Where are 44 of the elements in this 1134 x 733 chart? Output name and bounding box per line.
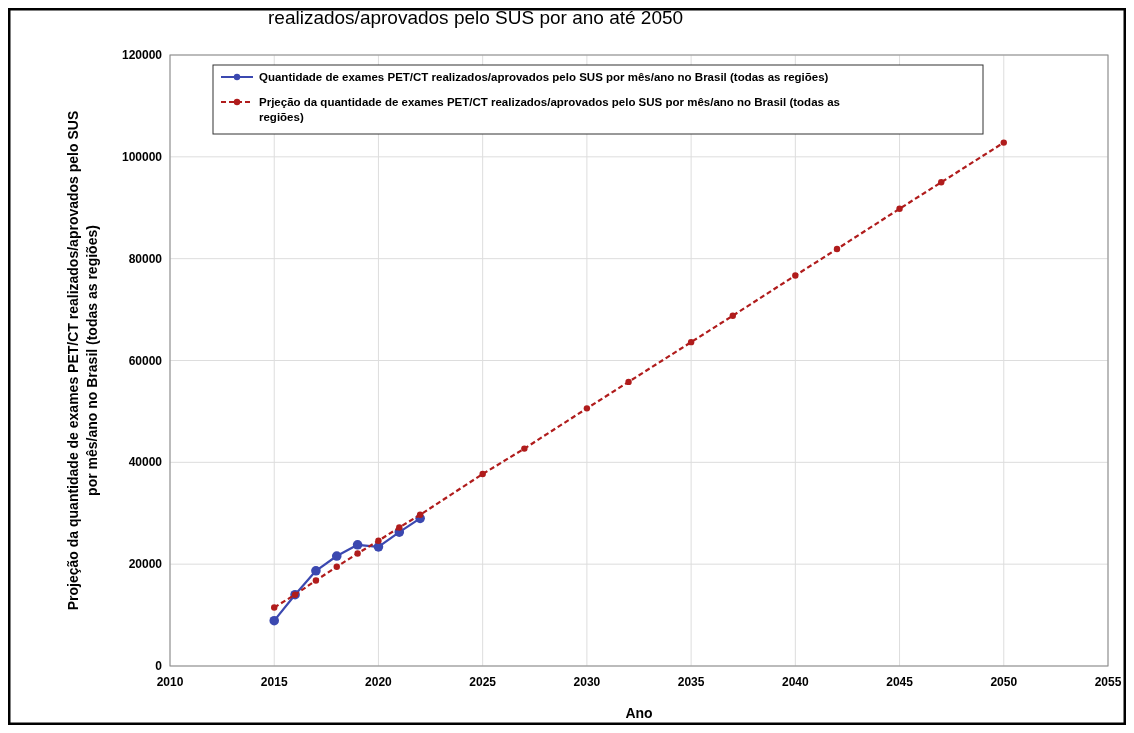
point: [352, 540, 363, 550]
x-tick-label: 2020: [365, 675, 393, 689]
x-tick-label: 2040: [781, 675, 809, 689]
point: [396, 524, 403, 531]
point: [833, 245, 841, 253]
point: [375, 537, 382, 544]
point: [333, 563, 340, 570]
point: [1000, 139, 1007, 146]
y-tick-label: 0: [155, 659, 163, 673]
point: [729, 312, 736, 319]
point: [938, 179, 945, 186]
y-tick-label: 60000: [128, 353, 163, 368]
point: [896, 205, 903, 212]
y-tick-label: 120000: [121, 48, 163, 62]
x-tick-label: 2030: [573, 675, 601, 689]
y-tick-label: 40000: [128, 455, 163, 470]
point: [583, 405, 591, 412]
legend-label: Prjeção da quantidade de exames PET/CT realizados/aprovados pelo SUS por mês/ano no Brasil (todas as regiões): [259, 96, 840, 123]
x-tick-label: 2045: [886, 675, 914, 689]
chart-title: realizados/aprovados pelo SUS por ano até 2050: [268, 7, 684, 28]
point: [521, 445, 528, 452]
x-axis-title: Ano: [625, 705, 653, 721]
x-tick-label: 2035: [677, 675, 705, 689]
point: [271, 604, 278, 611]
point: [625, 378, 632, 386]
x-tick-label: 2010: [156, 675, 184, 689]
y-tick-label: 100000: [121, 149, 163, 164]
point: [354, 550, 361, 557]
point: [269, 615, 280, 626]
legend-label: Quantidade de exames PET/CT realizados/aprovados pelo SUS por mês/ano no Brasil (todas as regiões): [259, 71, 829, 83]
point: [311, 565, 321, 576]
y-axis-title: Projeção da quantidade de exames PET/CT realizados/aprovados pelo SUS por mês/ano no Brasil (todas as regiões): [65, 110, 100, 611]
point: [331, 551, 342, 561]
y-tick-label: 20000: [128, 557, 163, 572]
x-tick-label: 2050: [990, 675, 1018, 689]
point: [416, 511, 424, 518]
point: [792, 272, 799, 279]
point: [312, 577, 320, 584]
x-tick-label: 2055: [1094, 675, 1122, 689]
point: [479, 470, 486, 478]
point: [687, 338, 695, 346]
y-tick-label: 80000: [128, 251, 163, 266]
x-tick-label: 2015: [260, 675, 288, 689]
x-tick-label: 2025: [469, 675, 497, 689]
